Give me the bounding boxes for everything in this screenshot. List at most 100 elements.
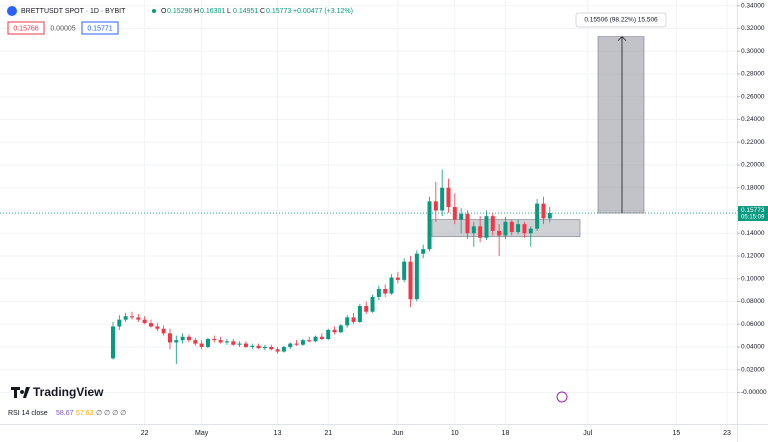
- y-tick-label: 0.30000: [741, 48, 765, 55]
- legend-change: +0.00477 (+3.12%): [293, 8, 353, 15]
- candle-body: [256, 345, 261, 349]
- y-tick-label: 0.18000: [741, 184, 765, 191]
- y-tick-label: 0.26000: [741, 93, 765, 100]
- indicator-name: RSI 14 close: [8, 410, 48, 417]
- y-tick-label: 0.20000: [741, 162, 765, 169]
- y-tick-label: 0.10000: [741, 275, 765, 282]
- candle-body: [414, 253, 419, 300]
- candle-body: [484, 216, 489, 238]
- candle-body: [237, 343, 242, 345]
- candle-body: [408, 261, 413, 300]
- candle-body: [275, 349, 280, 352]
- chart-title: BRETTUSDT SPOT · 1D · BYBIT: [21, 8, 126, 15]
- candle-body: [528, 228, 533, 234]
- legend-label: L: [227, 8, 231, 15]
- y-tick-label: 0.08000: [741, 298, 765, 305]
- candle-body: [193, 340, 198, 344]
- legend-label: H: [194, 8, 199, 15]
- x-tick-label: 23: [723, 430, 731, 437]
- status-dot: [152, 9, 156, 13]
- candle-body: [129, 316, 134, 318]
- measure-box: [597, 36, 645, 214]
- candle-body: [376, 288, 381, 297]
- candle-body: [262, 346, 267, 349]
- candle-body: [231, 341, 236, 345]
- candle-body: [123, 316, 128, 320]
- countdown: 05:15:09: [741, 215, 765, 221]
- x-tick-label: 21: [324, 430, 332, 437]
- x-tick-label: Jul: [583, 430, 592, 437]
- event-icon[interactable]: [556, 391, 568, 403]
- candle-body: [281, 346, 286, 352]
- sell-price: 0.15766: [13, 25, 38, 32]
- y-tick-label: 0.12000: [741, 253, 765, 260]
- candle-body: [452, 207, 457, 220]
- legend-label: C: [260, 8, 265, 15]
- candle-body: [250, 345, 255, 347]
- candle-body: [186, 336, 191, 341]
- candle-body: [167, 333, 172, 343]
- y-tick-label: 0.22000: [741, 139, 765, 146]
- candle-body: [541, 203, 546, 219]
- y-tick-label: 0.24000: [741, 116, 765, 123]
- logo: TradingView: [11, 385, 104, 399]
- candle-body: [370, 296, 375, 312]
- candle-body: [111, 326, 115, 359]
- y-tick-label: 0.34000: [741, 2, 765, 9]
- x-tick-label: May: [195, 430, 209, 437]
- measure-label: 0.15506 (98.22%) 15,506: [584, 17, 658, 24]
- candle-body: [522, 224, 527, 234]
- x-tick-label: Jun: [392, 430, 403, 437]
- candle-body: [427, 201, 432, 250]
- candle-body: [199, 343, 204, 347]
- candle-body: [440, 187, 445, 211]
- candle-body: [212, 339, 217, 341]
- candle-body: [174, 340, 179, 343]
- candle-body: [269, 346, 274, 350]
- candle-body: [357, 306, 362, 322]
- candle-body: [307, 340, 312, 342]
- candle-body: [319, 336, 324, 340]
- candle-body: [288, 343, 293, 347]
- logo-text: TradingView: [33, 385, 104, 399]
- x-tick-label: 22: [141, 430, 149, 437]
- candle-body: [326, 329, 331, 340]
- ohlc-legend: O 0.15296 H 0.16301 L 0.14951 C 0.15773 +0.00477…: [161, 8, 353, 15]
- candle-body: [402, 261, 407, 280]
- buy-box[interactable]: [81, 21, 119, 35]
- y-tick-label: 0.14000: [741, 230, 765, 237]
- candle-body: [395, 277, 400, 280]
- candle-body: [490, 216, 495, 231]
- candle-body: [351, 317, 356, 322]
- candle-body: [155, 326, 160, 329]
- candle-body: [332, 329, 337, 333]
- x-tick-label: 18: [502, 430, 510, 437]
- measure-arrowhead: [617, 36, 627, 41]
- candle-body: [389, 277, 394, 294]
- measure-label-box: [575, 12, 667, 28]
- candle-body: [364, 306, 369, 312]
- candle-body: [117, 319, 122, 327]
- candle-body: [509, 221, 514, 233]
- candle-body: [338, 325, 343, 333]
- candle-body: [459, 213, 464, 220]
- candle-body: [161, 328, 166, 334]
- candle-body: [471, 226, 476, 234]
- candle-body: [421, 249, 426, 254]
- sell-box[interactable]: [7, 21, 45, 35]
- candle-body: [136, 317, 141, 320]
- y-tick-label: 0.28000: [741, 71, 765, 78]
- candle-body: [383, 288, 388, 294]
- y-tick-label: -0.00000: [741, 389, 767, 396]
- legend-value: 0.15773: [266, 8, 291, 15]
- candle-body: [465, 213, 470, 234]
- candle-body: [142, 319, 147, 324]
- y-tick-label: 0.32000: [741, 25, 765, 32]
- indicator-value: 58.67: [56, 410, 74, 417]
- buy-price: 0.15771: [87, 25, 112, 32]
- x-tick-label: 13: [274, 430, 282, 437]
- candle-body: [433, 201, 438, 211]
- y-tick-label: 0.06000: [741, 321, 765, 328]
- candle-body: [313, 336, 318, 342]
